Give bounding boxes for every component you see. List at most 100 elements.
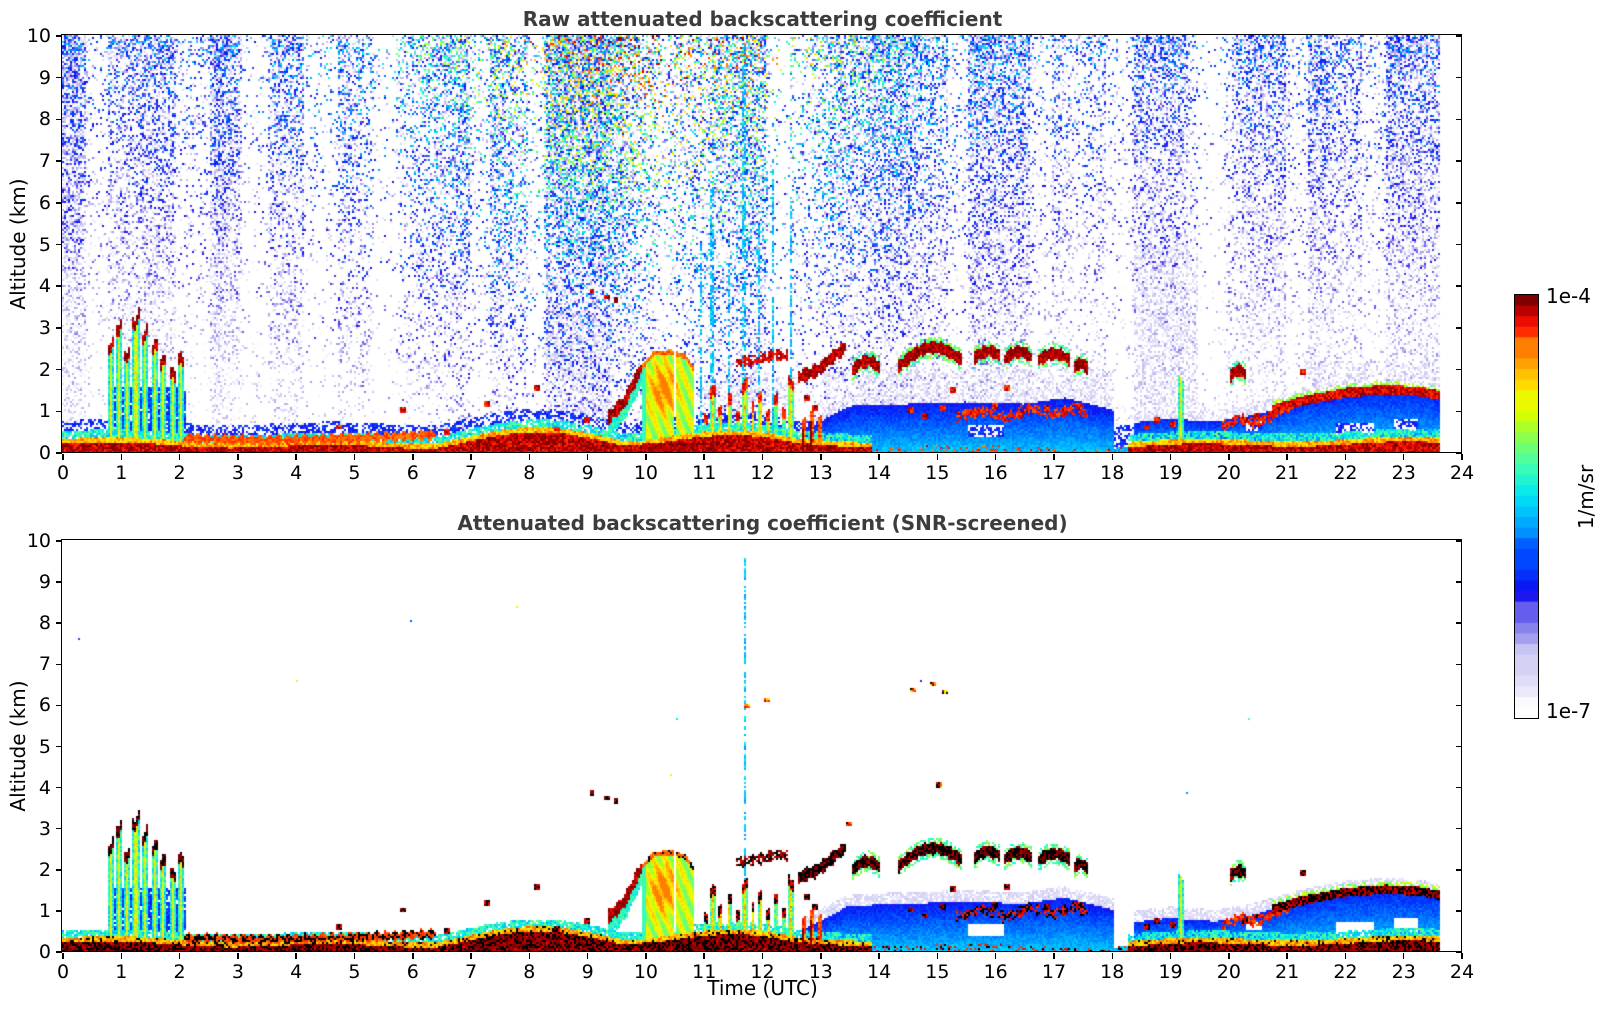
x-tick-label: 5 xyxy=(348,462,361,484)
x-tick-label: 17 xyxy=(1041,462,1067,484)
y-tick-label: 3 xyxy=(38,817,51,840)
x-tick-label: 7 xyxy=(464,961,478,983)
y-tick-label: 10 xyxy=(26,530,51,552)
y-tick-label: 4 xyxy=(38,776,51,799)
x-tick-label: 12 xyxy=(750,961,775,983)
y-tick-label: 10 xyxy=(26,25,51,47)
x-tick-label: 8 xyxy=(523,961,536,983)
colorbar xyxy=(1514,294,1539,719)
y-tick-right xyxy=(1456,202,1462,204)
x-tick xyxy=(62,454,64,460)
x-tick xyxy=(1111,454,1113,460)
x-tick-label: 2 xyxy=(173,462,186,484)
y-tick-label: 4 xyxy=(38,275,51,298)
x-tick xyxy=(703,454,705,460)
x-tick xyxy=(878,454,880,460)
raw-panel-title: Raw attenuated backscattering coefficien… xyxy=(522,7,1003,31)
x-tick xyxy=(62,953,64,959)
x-tick xyxy=(1053,454,1055,460)
y-tick xyxy=(55,910,62,912)
x-tick-label: 14 xyxy=(866,462,892,484)
y-tick-right xyxy=(1456,581,1462,583)
x-tick xyxy=(120,454,123,460)
y-tick-label: 0 xyxy=(38,941,51,963)
x-tick xyxy=(120,953,123,959)
y-tick-right xyxy=(1456,243,1462,246)
x-tick-label: 7 xyxy=(464,462,478,484)
x-tick xyxy=(994,454,997,460)
y-tick-label: 8 xyxy=(38,108,51,131)
y-tick xyxy=(55,827,62,830)
y-tick-right xyxy=(1456,410,1462,413)
x-tick xyxy=(1111,953,1113,959)
y-tick xyxy=(55,869,62,871)
x-tick xyxy=(761,454,764,460)
x-tick-label: 21 xyxy=(1275,961,1300,983)
x-tick-label: 3 xyxy=(231,961,244,983)
y-tick-right xyxy=(1456,704,1462,707)
x-tick xyxy=(412,454,414,460)
x-tick-label: 9 xyxy=(581,961,594,983)
x-tick-label: 11 xyxy=(692,961,717,983)
x-tick-label: 24 xyxy=(1449,462,1475,484)
y-tick xyxy=(55,160,62,162)
y-tick-right xyxy=(1456,663,1462,666)
raw-heatmap-plot xyxy=(61,34,1462,453)
x-tick xyxy=(645,454,647,460)
x-tick xyxy=(1228,953,1230,959)
colorbar-max-label: 1e-4 xyxy=(1546,284,1591,308)
x-tick-label: 6 xyxy=(406,961,419,983)
x-tick-label: 5 xyxy=(348,961,361,983)
screened-heatmap-canvas xyxy=(62,540,1461,951)
x-tick xyxy=(1461,454,1463,460)
y-tick-label: 6 xyxy=(38,694,51,717)
x-tick-label: 18 xyxy=(1100,462,1125,484)
y-tick-right xyxy=(1456,540,1462,542)
x-tick xyxy=(412,953,414,959)
x-tick-label: 19 xyxy=(1158,462,1183,484)
x-tick-label: 0 xyxy=(56,961,70,983)
y-tick-label: 1 xyxy=(38,899,51,922)
x-tick xyxy=(586,953,589,959)
y-tick-right xyxy=(1456,368,1462,371)
x-tick xyxy=(237,953,239,959)
x-tick xyxy=(994,953,997,959)
x-tick-label: 23 xyxy=(1391,462,1416,484)
y-tick xyxy=(55,663,62,666)
x-tick-label: 3 xyxy=(231,462,244,484)
x-tick-label: 13 xyxy=(808,961,833,983)
y-tick xyxy=(55,786,62,789)
x-tick-label: 20 xyxy=(1216,462,1241,484)
y-tick xyxy=(55,745,62,748)
y-tick-right xyxy=(1456,786,1462,789)
x-tick-label: 9 xyxy=(581,462,594,484)
x-tick xyxy=(1461,953,1463,959)
y-tick xyxy=(55,622,62,624)
y-tick-label: 5 xyxy=(38,233,51,256)
x-tick xyxy=(295,953,297,959)
x-tick-label: 4 xyxy=(290,961,303,983)
y-tick xyxy=(55,76,62,79)
y-tick xyxy=(55,368,62,371)
x-tick xyxy=(645,953,647,959)
y-tick-label: 2 xyxy=(38,858,51,881)
y-tick-right xyxy=(1456,869,1462,871)
x-tick xyxy=(761,953,764,959)
y-tick-label: 1 xyxy=(38,400,51,423)
y-tick-right xyxy=(1456,910,1462,912)
x-tick xyxy=(936,953,939,959)
x-tick-label: 4 xyxy=(290,462,303,484)
x-tick xyxy=(586,454,589,460)
x-tick-label: 2 xyxy=(173,961,186,983)
y-tick-right xyxy=(1456,745,1462,748)
y-tick-right xyxy=(1456,327,1462,329)
x-tick-label: 15 xyxy=(925,462,950,484)
x-tick-label: 10 xyxy=(633,961,658,983)
x-tick-label: 1 xyxy=(115,462,128,484)
y-tick xyxy=(55,704,62,707)
y-tick xyxy=(55,35,62,37)
colorbar-canvas xyxy=(1515,295,1538,718)
y-tick-right xyxy=(1456,35,1462,37)
x-tick xyxy=(1053,953,1055,959)
screened-panel-title: Attenuated backscattering coefficient (S… xyxy=(457,511,1068,535)
